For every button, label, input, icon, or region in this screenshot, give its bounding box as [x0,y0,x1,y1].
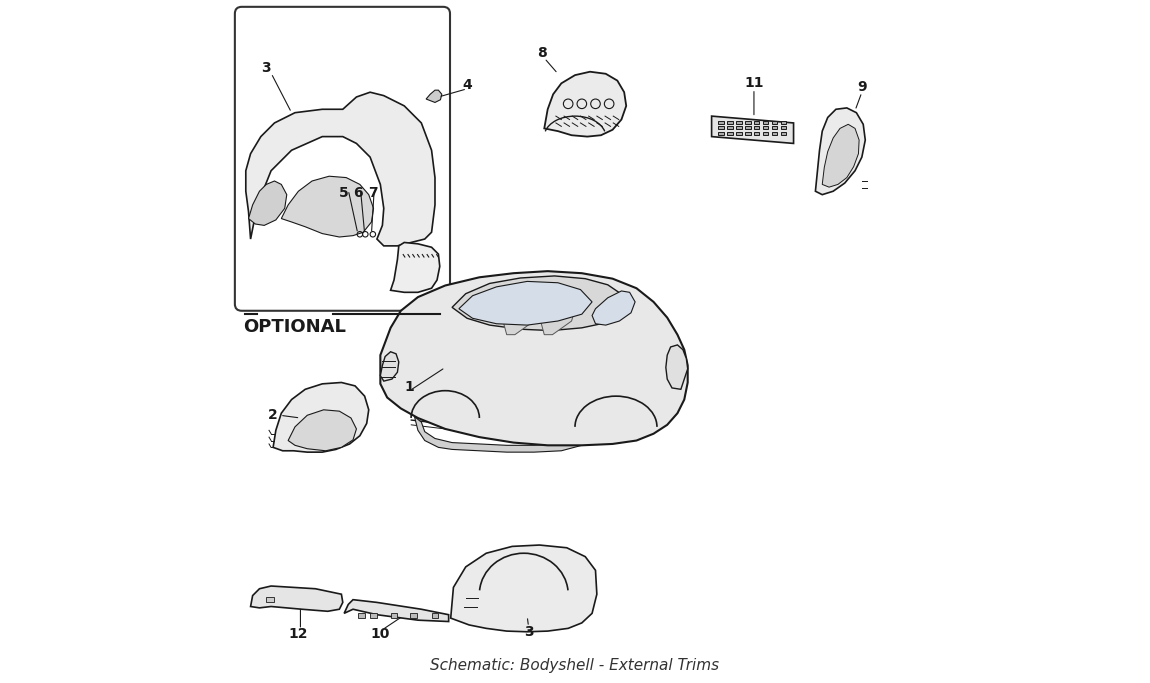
Bar [781,126,787,129]
Bar [736,132,742,135]
Polygon shape [381,352,399,381]
Bar [754,126,759,129]
Bar [736,121,742,124]
Polygon shape [539,295,575,335]
Polygon shape [273,382,369,452]
Bar [431,613,438,618]
Bar [781,121,787,124]
Text: 4: 4 [462,79,471,92]
Polygon shape [381,271,688,445]
Bar [727,121,733,124]
Polygon shape [282,176,374,237]
Text: 5: 5 [339,186,348,199]
Polygon shape [822,124,859,187]
Polygon shape [414,417,603,452]
Bar [745,126,751,129]
Bar [358,613,365,618]
Polygon shape [391,242,439,292]
Polygon shape [248,181,286,225]
Text: 9: 9 [857,81,867,94]
Text: 8: 8 [537,46,547,60]
Bar [772,121,777,124]
Bar [391,613,398,618]
Text: 10: 10 [370,627,390,641]
Bar [727,126,733,129]
Polygon shape [501,295,537,335]
Text: 3: 3 [523,625,534,639]
Polygon shape [459,281,592,325]
Bar [745,121,751,124]
Bar [267,597,275,602]
Polygon shape [452,276,631,331]
Bar [719,121,723,124]
Text: 7: 7 [368,186,377,199]
Polygon shape [251,586,343,611]
Bar [719,126,723,129]
Bar [754,132,759,135]
Bar [781,132,787,135]
FancyBboxPatch shape [235,7,450,311]
Polygon shape [246,92,435,246]
Text: 11: 11 [744,76,764,90]
Text: 12: 12 [289,627,308,641]
Bar [745,132,751,135]
Bar [762,132,768,135]
Text: 3: 3 [261,61,271,75]
Bar [754,121,759,124]
Polygon shape [544,72,627,137]
Bar [762,126,768,129]
Polygon shape [427,90,442,102]
Bar [736,126,742,129]
Polygon shape [815,108,865,195]
Polygon shape [592,291,635,325]
Polygon shape [451,545,597,632]
Text: OPTIONAL: OPTIONAL [244,318,346,335]
Polygon shape [344,600,448,622]
Text: 1: 1 [405,380,415,393]
Text: 6: 6 [353,186,362,199]
Bar [370,613,377,618]
Bar [772,132,777,135]
Bar [719,132,723,135]
Polygon shape [666,345,688,389]
Bar [727,132,733,135]
Polygon shape [289,410,356,451]
Bar [762,121,768,124]
Polygon shape [712,116,794,143]
Bar [409,613,416,618]
Text: 2: 2 [268,408,278,422]
Text: Schematic: Bodyshell - External Trims: Schematic: Bodyshell - External Trims [430,658,720,673]
Bar [772,126,777,129]
